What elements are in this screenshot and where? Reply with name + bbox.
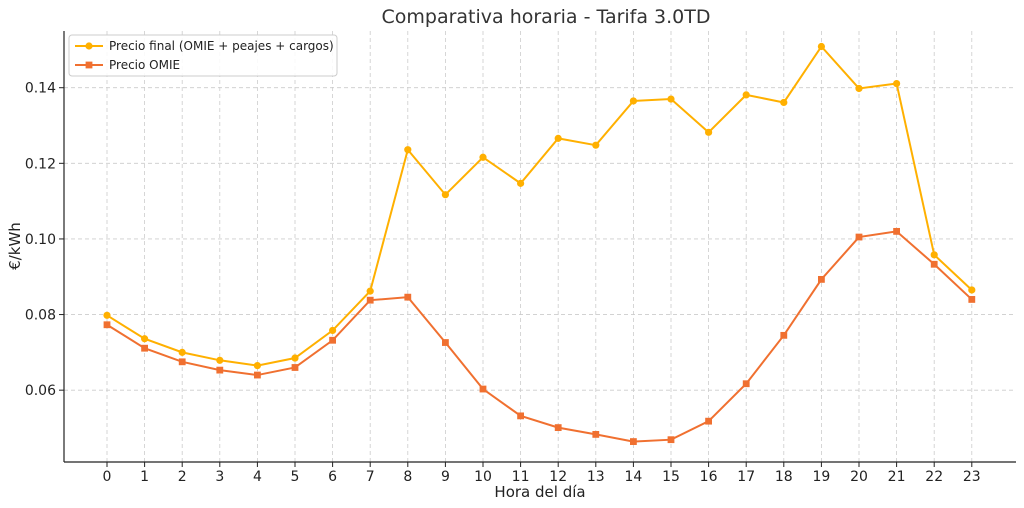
data-point	[817, 42, 826, 51]
data-point	[968, 286, 976, 294]
data-point	[103, 311, 111, 319]
data-point	[404, 293, 412, 301]
data-point	[705, 417, 712, 425]
legend-label: Precio final (OMIE + peajes + cargos)	[109, 39, 334, 53]
data-point	[592, 431, 600, 438]
data-point	[141, 344, 148, 352]
x-tick-label: 19	[812, 469, 830, 485]
axes	[63, 31, 1016, 463]
x-axis-label: Hora del día	[494, 483, 585, 501]
x-tick-label: 17	[737, 469, 755, 485]
data-point	[818, 275, 825, 283]
data-point	[254, 371, 261, 379]
x-tick-label: 13	[587, 469, 605, 485]
y-axis-ticks: 0.06 0.08 0.10 0.12 0.14	[25, 81, 64, 399]
data-point	[216, 356, 224, 364]
x-tick-label: 10	[474, 469, 492, 485]
y-tick-label: 0.12	[25, 156, 56, 172]
data-point	[780, 331, 788, 339]
legend-box	[68, 34, 338, 77]
grid	[64, 31, 1016, 462]
x-tick-label: 9	[441, 469, 450, 485]
y-tick-label: 0.10	[25, 232, 56, 248]
x-tick-label: 5	[291, 469, 300, 485]
data-point	[366, 287, 374, 295]
data-point	[780, 98, 788, 107]
x-tick-label: 16	[700, 469, 718, 485]
data-point	[705, 128, 713, 136]
legend-marker	[85, 61, 93, 69]
x-tick-label: 23	[963, 469, 981, 485]
x-tick-label: 15	[662, 469, 680, 485]
data-point	[554, 424, 562, 431]
x-tick-label: 3	[215, 469, 224, 485]
data-point	[629, 97, 638, 105]
data-point	[479, 153, 487, 161]
data-point	[968, 296, 976, 303]
data-point	[141, 335, 149, 343]
y-tick-label: 0.06	[25, 383, 56, 399]
series	[103, 42, 976, 445]
data-point	[893, 227, 900, 235]
data-point	[291, 354, 299, 362]
legend: Precio final (OMIE + peajes + cargos) Pre…	[68, 34, 338, 77]
series-precio-omie	[103, 227, 976, 445]
data-point	[667, 95, 675, 103]
x-axis-ticks: 0 1 2 3 4 5 6 7 8 9 10 11 12 13 14 15 16 17 18 19 20 21 22 23	[103, 462, 981, 485]
data-point	[742, 380, 750, 388]
data-point	[930, 260, 938, 268]
legend-marker	[85, 42, 93, 50]
data-point	[329, 326, 337, 335]
data-point	[517, 412, 524, 420]
data-point	[855, 233, 863, 241]
y-tick-label: 0.14	[25, 81, 56, 97]
data-point	[630, 438, 637, 445]
data-point	[479, 385, 487, 393]
x-tick-label: 18	[775, 469, 793, 485]
data-point	[667, 436, 675, 444]
x-tick-label: 11	[512, 469, 530, 485]
y-axis-label: €/kWh	[6, 222, 24, 270]
x-tick-label: 21	[888, 469, 906, 485]
data-point	[742, 91, 750, 99]
data-point	[329, 336, 336, 344]
data-point	[366, 296, 374, 304]
data-point	[893, 79, 901, 88]
x-tick-label: 22	[925, 469, 943, 485]
legend-label: Precio OMIE	[109, 58, 180, 72]
data-point	[178, 358, 186, 366]
data-point	[930, 251, 938, 259]
x-tick-label: 0	[103, 469, 112, 485]
x-tick-label: 20	[850, 469, 868, 485]
y-tick-label: 0.08	[25, 308, 56, 324]
data-point	[253, 361, 261, 370]
x-tick-label: 7	[366, 469, 375, 485]
data-point	[442, 339, 449, 346]
data-point	[178, 348, 186, 356]
x-tick-label: 14	[624, 469, 642, 485]
data-point	[592, 141, 600, 149]
x-tick-label: 8	[403, 469, 412, 485]
data-point	[554, 134, 562, 142]
data-point	[103, 321, 111, 329]
series-precio-final	[103, 42, 976, 370]
data-point	[441, 191, 449, 199]
x-tick-label: 1	[140, 469, 149, 485]
data-point	[216, 366, 224, 374]
data-point	[517, 179, 525, 187]
x-tick-label: 4	[253, 469, 262, 485]
series-line	[106, 230, 973, 443]
x-tick-label: 6	[328, 469, 337, 485]
data-point	[404, 146, 412, 154]
chart-title: Comparativa horaria - Tarifa 3.0TD	[381, 6, 710, 28]
x-tick-label: 12	[549, 469, 567, 485]
series-line	[106, 44, 973, 367]
data-point	[291, 364, 299, 371]
x-tick-label: 2	[178, 469, 187, 485]
data-point	[855, 84, 863, 93]
